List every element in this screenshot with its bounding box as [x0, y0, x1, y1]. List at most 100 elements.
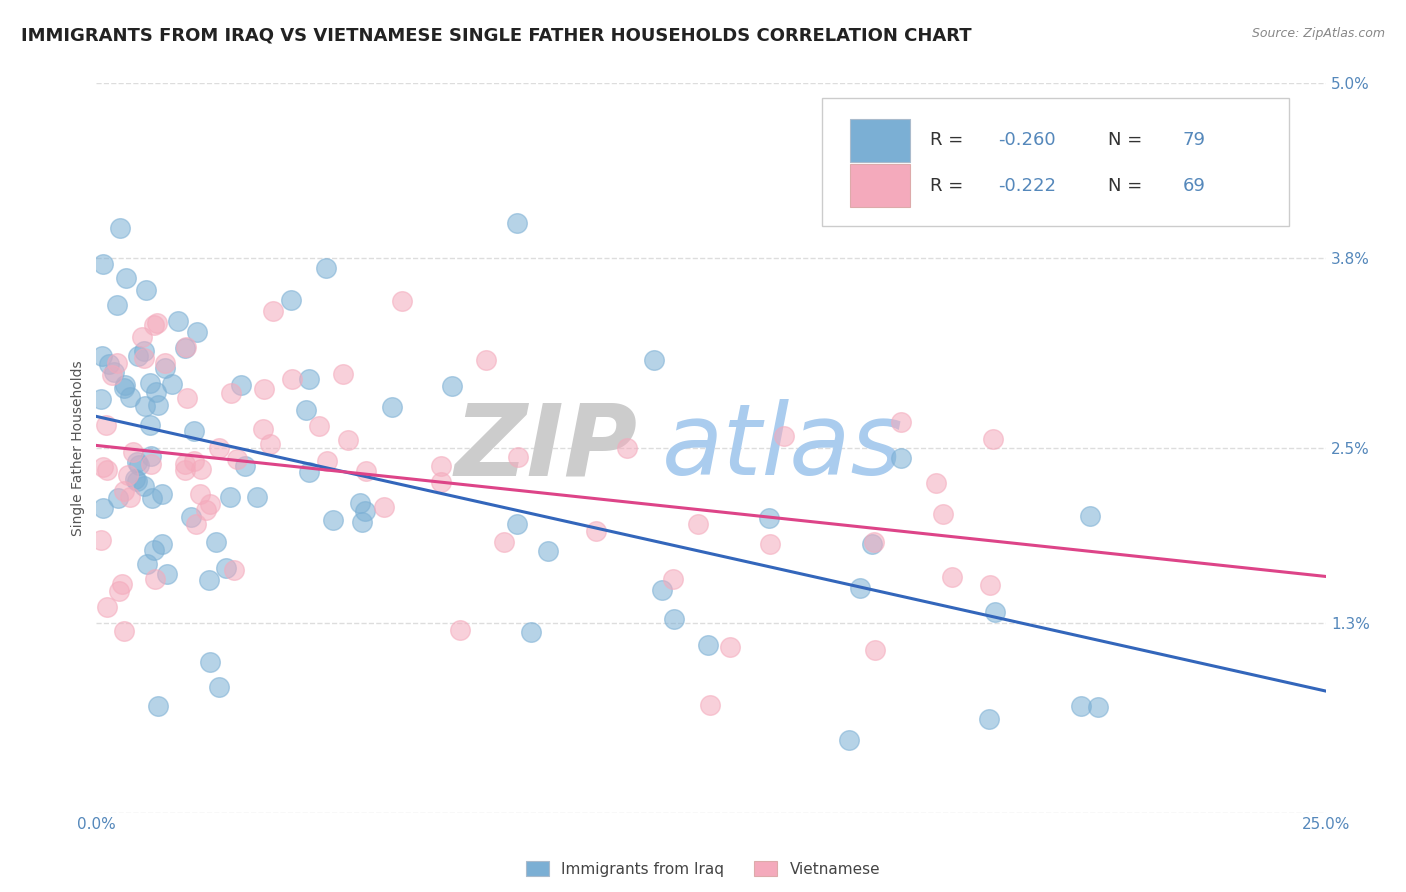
Point	[208, 441, 231, 455]
Point	[195, 503, 218, 517]
Point	[253, 382, 276, 396]
Text: Source: ZipAtlas.com: Source: ZipAtlas.com	[1251, 27, 1385, 40]
Point	[233, 458, 256, 473]
Point	[508, 450, 530, 465]
Point	[98, 357, 121, 371]
Point	[180, 509, 202, 524]
Point	[142, 543, 165, 558]
Point	[198, 573, 221, 587]
Text: atlas: atlas	[662, 400, 904, 497]
Point	[337, 433, 360, 447]
Point	[215, 561, 238, 575]
Point	[198, 655, 221, 669]
Point	[125, 455, 148, 469]
Point	[153, 356, 176, 370]
Point	[662, 572, 685, 586]
Point	[91, 257, 114, 271]
FancyBboxPatch shape	[851, 164, 911, 207]
Point	[316, 454, 339, 468]
Point	[662, 612, 685, 626]
Point	[863, 535, 886, 549]
Point	[520, 624, 543, 639]
Legend: Immigrants from Iraq, Vietnamese: Immigrants from Iraq, Vietnamese	[519, 853, 887, 884]
Point	[118, 390, 141, 404]
Point	[585, 524, 607, 538]
Point	[91, 349, 114, 363]
Point	[146, 698, 169, 713]
Point	[838, 733, 860, 747]
Point	[150, 537, 173, 551]
Point	[295, 403, 318, 417]
Point	[322, 513, 344, 527]
Point	[506, 216, 529, 230]
Point	[758, 511, 780, 525]
Text: -0.222: -0.222	[998, 177, 1056, 194]
Point	[139, 457, 162, 471]
Point	[153, 361, 176, 376]
Text: 69: 69	[1182, 177, 1205, 194]
Point	[931, 507, 953, 521]
Text: IMMIGRANTS FROM IRAQ VS VIETNAMESE SINGLE FATHER HOUSEHOLDS CORRELATION CHART: IMMIGRANTS FROM IRAQ VS VIETNAMESE SINGL…	[21, 27, 972, 45]
Point	[492, 534, 515, 549]
Point	[101, 368, 124, 383]
Text: R =: R =	[931, 131, 969, 149]
Point	[132, 343, 155, 358]
Point	[132, 351, 155, 365]
Point	[226, 452, 249, 467]
Point	[141, 491, 163, 505]
Point	[890, 416, 912, 430]
Point	[128, 458, 150, 473]
Point	[651, 583, 673, 598]
Point	[166, 314, 188, 328]
Point	[1087, 700, 1109, 714]
Point	[103, 366, 125, 380]
Point	[981, 432, 1004, 446]
Point	[96, 463, 118, 477]
Point	[105, 356, 128, 370]
Point	[93, 500, 115, 515]
Point	[186, 325, 208, 339]
Point	[860, 537, 883, 551]
Point	[127, 474, 149, 488]
Point	[208, 680, 231, 694]
Point	[183, 454, 205, 468]
Y-axis label: Single Father Households: Single Father Households	[72, 360, 86, 536]
Point	[135, 283, 157, 297]
Point	[132, 479, 155, 493]
Point	[354, 464, 377, 478]
Point	[112, 381, 135, 395]
Point	[391, 294, 413, 309]
Point	[262, 303, 284, 318]
Point	[117, 468, 139, 483]
Point	[146, 398, 169, 412]
Point	[114, 378, 136, 392]
Point	[925, 475, 948, 490]
Point	[849, 581, 872, 595]
Point	[281, 372, 304, 386]
Text: 79: 79	[1182, 131, 1205, 149]
Point	[124, 472, 146, 486]
Point	[108, 584, 131, 599]
Point	[91, 459, 114, 474]
Point	[984, 605, 1007, 619]
Point	[686, 517, 709, 532]
Text: N =: N =	[1108, 131, 1149, 149]
Point	[429, 475, 451, 489]
Point	[146, 316, 169, 330]
Point	[90, 533, 112, 548]
FancyBboxPatch shape	[823, 98, 1289, 226]
Point	[112, 624, 135, 639]
Point	[121, 444, 143, 458]
Point	[429, 459, 451, 474]
Point	[188, 487, 211, 501]
Point	[150, 487, 173, 501]
Point	[759, 537, 782, 551]
Point	[105, 298, 128, 312]
Point	[643, 352, 665, 367]
Point	[280, 293, 302, 307]
Point	[115, 271, 138, 285]
Point	[718, 640, 741, 654]
Point	[1070, 699, 1092, 714]
Point	[184, 516, 207, 531]
Point	[252, 422, 274, 436]
